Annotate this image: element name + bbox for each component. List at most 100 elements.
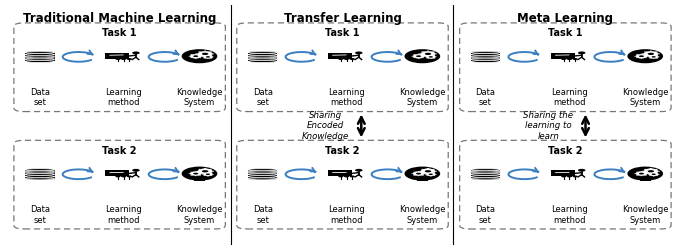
Ellipse shape (203, 58, 205, 59)
Ellipse shape (434, 171, 437, 172)
FancyBboxPatch shape (551, 170, 575, 176)
Ellipse shape (413, 54, 415, 55)
FancyBboxPatch shape (248, 52, 277, 62)
Text: Knowledge
System: Knowledge System (399, 88, 446, 107)
Ellipse shape (644, 51, 647, 52)
Ellipse shape (201, 173, 203, 174)
Ellipse shape (645, 54, 647, 55)
FancyBboxPatch shape (551, 53, 575, 59)
Ellipse shape (121, 175, 126, 177)
Ellipse shape (207, 172, 209, 173)
Ellipse shape (248, 176, 277, 178)
Ellipse shape (656, 175, 658, 176)
Ellipse shape (413, 172, 424, 176)
FancyBboxPatch shape (640, 179, 651, 181)
Ellipse shape (188, 173, 190, 174)
Ellipse shape (649, 174, 652, 175)
Ellipse shape (203, 175, 205, 176)
Ellipse shape (193, 55, 198, 57)
Ellipse shape (121, 58, 126, 60)
Ellipse shape (419, 171, 421, 172)
Ellipse shape (248, 56, 277, 58)
Ellipse shape (344, 58, 349, 60)
FancyBboxPatch shape (416, 61, 428, 63)
Ellipse shape (199, 51, 201, 52)
Ellipse shape (413, 175, 415, 176)
Ellipse shape (653, 172, 654, 173)
Ellipse shape (418, 175, 420, 176)
Ellipse shape (248, 51, 277, 53)
FancyBboxPatch shape (328, 53, 352, 59)
Ellipse shape (338, 58, 344, 60)
Text: Sharing the
learning to
learn: Sharing the learning to learn (523, 111, 573, 141)
Ellipse shape (639, 173, 644, 175)
Ellipse shape (561, 58, 566, 60)
Text: Knowledge
System: Knowledge System (176, 88, 223, 107)
Text: Knowledge
System: Knowledge System (399, 205, 446, 225)
Text: Knowledge
System: Knowledge System (622, 88, 669, 107)
Ellipse shape (655, 169, 658, 170)
Ellipse shape (248, 169, 277, 171)
Ellipse shape (430, 172, 432, 173)
Text: Learning
method: Learning method (551, 88, 588, 107)
FancyBboxPatch shape (105, 53, 129, 59)
Ellipse shape (421, 51, 435, 56)
Text: Data
set: Data set (253, 88, 273, 107)
Ellipse shape (421, 173, 424, 174)
Ellipse shape (206, 56, 210, 58)
Ellipse shape (640, 58, 643, 59)
Text: Traditional Machine Learning: Traditional Machine Learning (23, 12, 216, 25)
FancyBboxPatch shape (14, 23, 225, 112)
Ellipse shape (198, 51, 212, 56)
Text: Meta Learning: Meta Learning (517, 12, 613, 25)
Text: Data
set: Data set (29, 205, 50, 225)
Ellipse shape (25, 178, 55, 180)
Text: Learning
method: Learning method (551, 205, 588, 225)
Ellipse shape (649, 55, 658, 59)
Ellipse shape (471, 58, 500, 60)
Text: Learning
method: Learning method (105, 88, 142, 107)
Ellipse shape (471, 54, 500, 56)
Ellipse shape (190, 172, 201, 176)
FancyBboxPatch shape (248, 170, 277, 179)
Ellipse shape (195, 175, 197, 176)
Text: Task 1: Task 1 (325, 28, 360, 39)
Ellipse shape (203, 173, 212, 176)
FancyBboxPatch shape (460, 23, 671, 112)
Ellipse shape (412, 56, 413, 57)
Ellipse shape (202, 170, 208, 172)
Ellipse shape (426, 55, 428, 56)
Ellipse shape (199, 175, 201, 176)
Ellipse shape (195, 171, 197, 172)
Ellipse shape (418, 171, 420, 172)
Ellipse shape (429, 174, 433, 175)
Ellipse shape (421, 169, 424, 170)
Ellipse shape (212, 53, 214, 54)
Ellipse shape (644, 169, 647, 170)
Ellipse shape (196, 53, 199, 54)
FancyBboxPatch shape (237, 23, 448, 112)
Ellipse shape (248, 178, 277, 180)
Ellipse shape (655, 173, 658, 174)
Ellipse shape (656, 58, 658, 59)
Ellipse shape (566, 58, 572, 60)
FancyBboxPatch shape (25, 52, 55, 62)
FancyBboxPatch shape (194, 61, 205, 63)
Ellipse shape (248, 171, 277, 173)
Ellipse shape (627, 166, 663, 181)
Ellipse shape (432, 51, 435, 52)
Ellipse shape (644, 55, 647, 56)
Ellipse shape (651, 56, 656, 58)
Text: Task 1: Task 1 (102, 28, 137, 39)
Ellipse shape (416, 55, 421, 57)
Ellipse shape (182, 49, 217, 63)
Ellipse shape (355, 169, 362, 172)
Ellipse shape (649, 58, 651, 59)
Ellipse shape (639, 55, 644, 57)
Ellipse shape (471, 176, 500, 178)
Ellipse shape (648, 174, 649, 175)
Ellipse shape (644, 173, 647, 174)
Ellipse shape (471, 169, 500, 171)
Ellipse shape (645, 57, 647, 58)
Ellipse shape (204, 51, 206, 52)
